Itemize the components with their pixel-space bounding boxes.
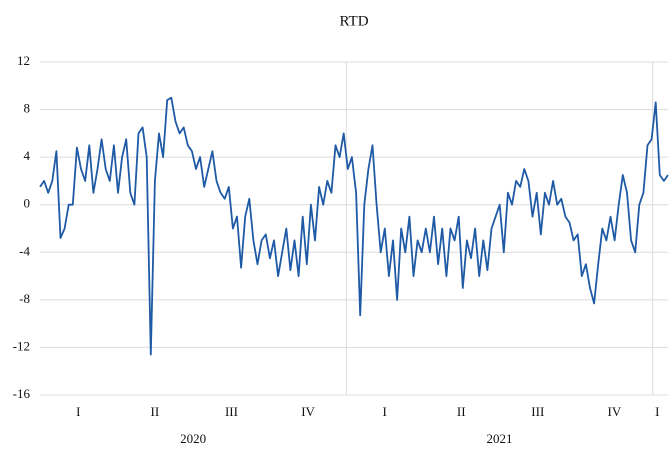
- x-tick-label: II: [457, 404, 466, 419]
- x-tick-label: III: [531, 404, 544, 419]
- x-tick-label: IV: [301, 404, 315, 419]
- year-label: 2020: [180, 431, 206, 446]
- x-tick-label: II: [151, 404, 160, 419]
- y-tick-label: 8: [24, 101, 31, 116]
- chart-title: RTD: [339, 13, 368, 29]
- year-label: 2021: [487, 431, 513, 446]
- x-tick-label: I: [655, 404, 659, 419]
- y-tick-label: -12: [13, 338, 30, 353]
- x-tick-label: I: [76, 404, 80, 419]
- data-line: [39, 96, 669, 356]
- x-tick-label: III: [225, 404, 238, 419]
- y-tick-label: -16: [13, 386, 31, 401]
- y-tick-label: -4: [19, 243, 30, 258]
- y-tick-label: 4: [24, 148, 31, 163]
- x-tick-label: I: [382, 404, 386, 419]
- y-tick-label: -8: [19, 291, 30, 306]
- y-tick-label: 0: [24, 196, 31, 211]
- y-tick-label: 12: [17, 53, 30, 68]
- x-tick-label: IV: [608, 404, 622, 419]
